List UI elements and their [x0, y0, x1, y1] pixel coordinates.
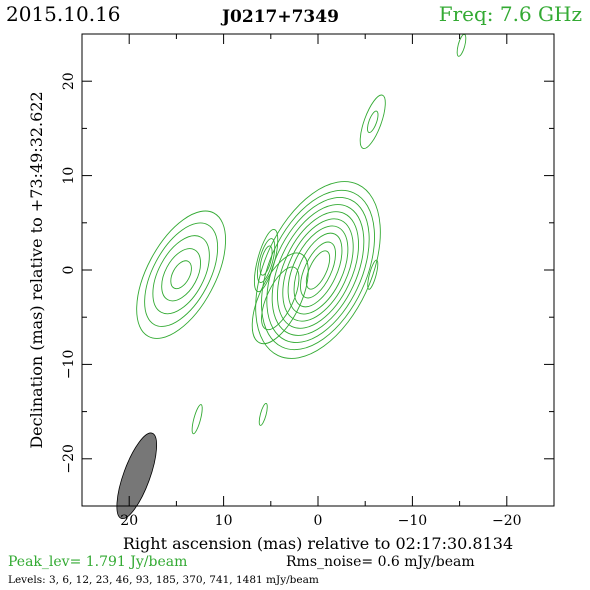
- contour-jet-knot-1-1: [367, 110, 379, 133]
- contour-ne-blob-2: [251, 252, 309, 345]
- x-tick-label: −20: [492, 513, 522, 529]
- y-tick-label: 10: [61, 167, 77, 185]
- contour-core-2: [300, 241, 336, 299]
- contour-east-5: [136, 210, 227, 339]
- frequency-label: Freq: 7.6 GHz: [438, 2, 582, 26]
- x-tick-label: −10: [398, 513, 428, 529]
- peak-level: Peak_lev= 1.791 Jy/beam: [8, 554, 188, 570]
- x-tick-label: 20: [120, 513, 138, 529]
- axis-ticks: 20 10 0 −10 −20 −20 −10 0 10 20: [61, 33, 555, 529]
- contour-knot-5-1: [258, 403, 268, 426]
- contour-core-3: [293, 232, 343, 308]
- contour-core-6: [277, 211, 359, 329]
- contour-west-lobe-2: [256, 238, 276, 283]
- contour-west-lobe-3: [253, 229, 279, 293]
- contour-levels: Levels: 3, 6, 12, 23, 46, 93, 185, 370, …: [8, 572, 319, 588]
- contour-ne-blob-1: [261, 266, 300, 331]
- levels-values: 3, 6, 12, 23, 46, 93, 185, 370, 741, 148…: [48, 574, 319, 586]
- contour-core-5: [282, 218, 354, 322]
- contour-core-10: [255, 181, 381, 359]
- x-tick-label: 10: [215, 513, 233, 529]
- contour-east-3: [152, 235, 210, 315]
- y-tick-label: 0: [61, 266, 77, 275]
- x-tick-label: 0: [314, 513, 323, 529]
- contour-knot-4-1: [191, 404, 203, 435]
- contour-layer: [136, 33, 467, 435]
- contour-jet-knot-2-1: [456, 33, 467, 57]
- x-axis-label: Right ascension (mas) relative to 02:17:…: [123, 534, 513, 553]
- contour-jet-knot-1-2: [359, 94, 386, 150]
- contour-knot-3-1: [367, 259, 379, 290]
- y-tick-label: −20: [61, 444, 77, 474]
- beam-ellipse: [116, 432, 158, 520]
- beam-layer: [116, 432, 158, 520]
- contour-east-4: [144, 222, 219, 327]
- observation-date: 2015.10.16: [6, 2, 121, 26]
- y-tick-label: −10: [61, 350, 77, 380]
- contour-core-4: [287, 225, 349, 315]
- contour-core-7: [271, 204, 365, 336]
- rms-noise: Rms_noise= 0.6 mJy/beam: [286, 554, 475, 570]
- contour-east-1: [170, 260, 192, 290]
- contour-west-lobe-1: [259, 245, 273, 276]
- y-tick-label: 20: [61, 72, 77, 90]
- levels-label: Levels:: [8, 574, 46, 586]
- contour-core-9: [261, 189, 375, 351]
- contour-core-8: [266, 197, 370, 343]
- y-axis-label: Declination (mas) relative to +73:49:32.…: [27, 91, 46, 448]
- contour-east-2: [161, 248, 202, 302]
- contour-core-1: [305, 250, 331, 290]
- source-name: J0217+7349: [222, 7, 339, 27]
